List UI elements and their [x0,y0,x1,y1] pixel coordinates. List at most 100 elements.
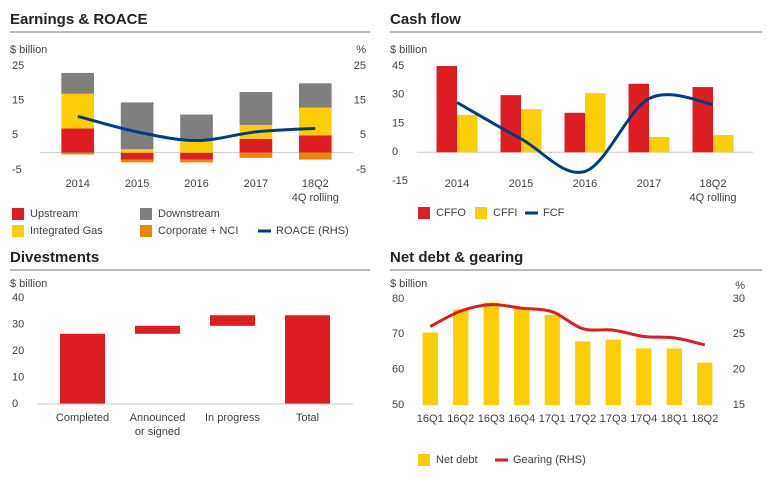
bar [135,325,180,334]
bar [239,152,273,158]
x-tick-label: 17Q4 [630,413,657,425]
y-axis-label: $ billion [390,44,427,56]
bar [120,152,154,160]
x-tick-label: Total [296,412,319,424]
bar [60,333,105,404]
y-tick-label: 50 [392,399,404,411]
bar [298,152,332,160]
bar [636,348,652,405]
bar [120,102,154,150]
y2-tick-label: 15 [733,399,745,411]
bar [180,114,213,141]
bar [180,159,213,163]
bar [514,307,530,405]
bar [120,149,154,153]
y2-axis-label: % [735,280,745,292]
y-tick-label: 45 [392,60,404,72]
y2-tick-label: 15 [354,95,366,107]
bar [453,309,469,405]
x-tick-label: 2014 [65,178,89,190]
y2-tick-label: 25 [354,60,366,72]
bar [457,114,478,153]
x-tick-label: 17Q2 [569,413,596,425]
y-tick-label: 5 [12,129,18,141]
legend-label: FCF [543,207,565,219]
bar [649,136,670,153]
y-tick-label: 10 [12,371,24,383]
legend-swatch [418,207,430,219]
y-tick-label: 15 [392,117,404,129]
legend-label: Integrated Gas [30,225,103,237]
bar [285,315,330,404]
x-tick-label: 2017 [637,178,661,190]
x-tick-label: 2015 [125,178,149,190]
bar [500,95,521,153]
bar [692,87,713,153]
x-tick-label: In progress [205,412,261,424]
legend-swatch [12,208,24,220]
legend-label: CFFO [436,207,466,219]
legend-label: Gearing (RHS) [513,454,586,466]
y-tick-label: 30 [12,318,24,330]
x-tick-label: 2016 [184,178,208,190]
y-tick-label: 30 [392,89,404,101]
legend-swatch [418,454,430,466]
bar [713,135,734,153]
bar [120,159,154,163]
x-tick-label: Completed [56,412,109,424]
bar [61,72,95,94]
x-tick-label: 18Q1 [661,413,688,425]
y-tick-label: 60 [392,364,404,376]
x-tick-label: 17Q1 [539,413,566,425]
bar [483,302,499,405]
x-tick-label: 16Q1 [417,413,444,425]
y-tick-label: 80 [392,293,404,305]
bar [575,341,591,405]
bar [180,152,213,160]
bar [61,152,95,155]
bar [239,92,273,125]
y-tick-label: 70 [392,328,404,340]
y2-tick-label: 30 [733,293,745,305]
y-axis-label: $ billion [390,278,427,290]
y-tick-label: 0 [392,146,398,158]
bar [666,348,682,405]
y-axis-label: $ billion [10,278,47,290]
x-tick-label: 2016 [573,178,597,190]
x-tick-label: 18Q2 4Q rolling [689,178,736,204]
y-tick-label: -15 [392,175,408,187]
bar [298,83,332,108]
legend-label: Corporate + NCI [158,225,238,237]
chart-title: Earnings & ROACE [10,11,148,28]
bar [210,315,255,326]
x-tick-label: 16Q2 [447,413,474,425]
bar [436,66,457,153]
y2-tick-label: 20 [733,364,745,376]
x-tick-label: 18Q2 4Q rolling [292,178,339,204]
legend-swatch [475,207,487,219]
bar [697,362,713,405]
bar [180,140,213,153]
bar [564,112,585,153]
y-axis-label: $ billion [10,44,47,56]
bar [585,93,606,153]
x-tick-label: 16Q3 [478,413,505,425]
legend-label: ROACE (RHS) [276,225,349,237]
y2-tick-label: 25 [733,328,745,340]
x-tick-label: 16Q4 [508,413,535,425]
y2-tick-label: -5 [356,164,366,176]
y-tick-label: 40 [12,292,24,304]
bar [61,93,95,129]
bar [605,339,621,405]
y-tick-label: -5 [12,164,22,176]
chart-title: Cash flow [390,11,461,28]
bar [298,107,332,136]
y2-tick-label: 5 [360,129,366,141]
x-tick-label: 18Q2 [691,413,718,425]
y-tick-label: 20 [12,345,24,357]
legend-label: Upstream [30,208,78,220]
y-tick-label: 15 [12,95,24,107]
chart-title: Net debt & gearing [390,249,523,266]
y-tick-label: 0 [12,398,18,410]
